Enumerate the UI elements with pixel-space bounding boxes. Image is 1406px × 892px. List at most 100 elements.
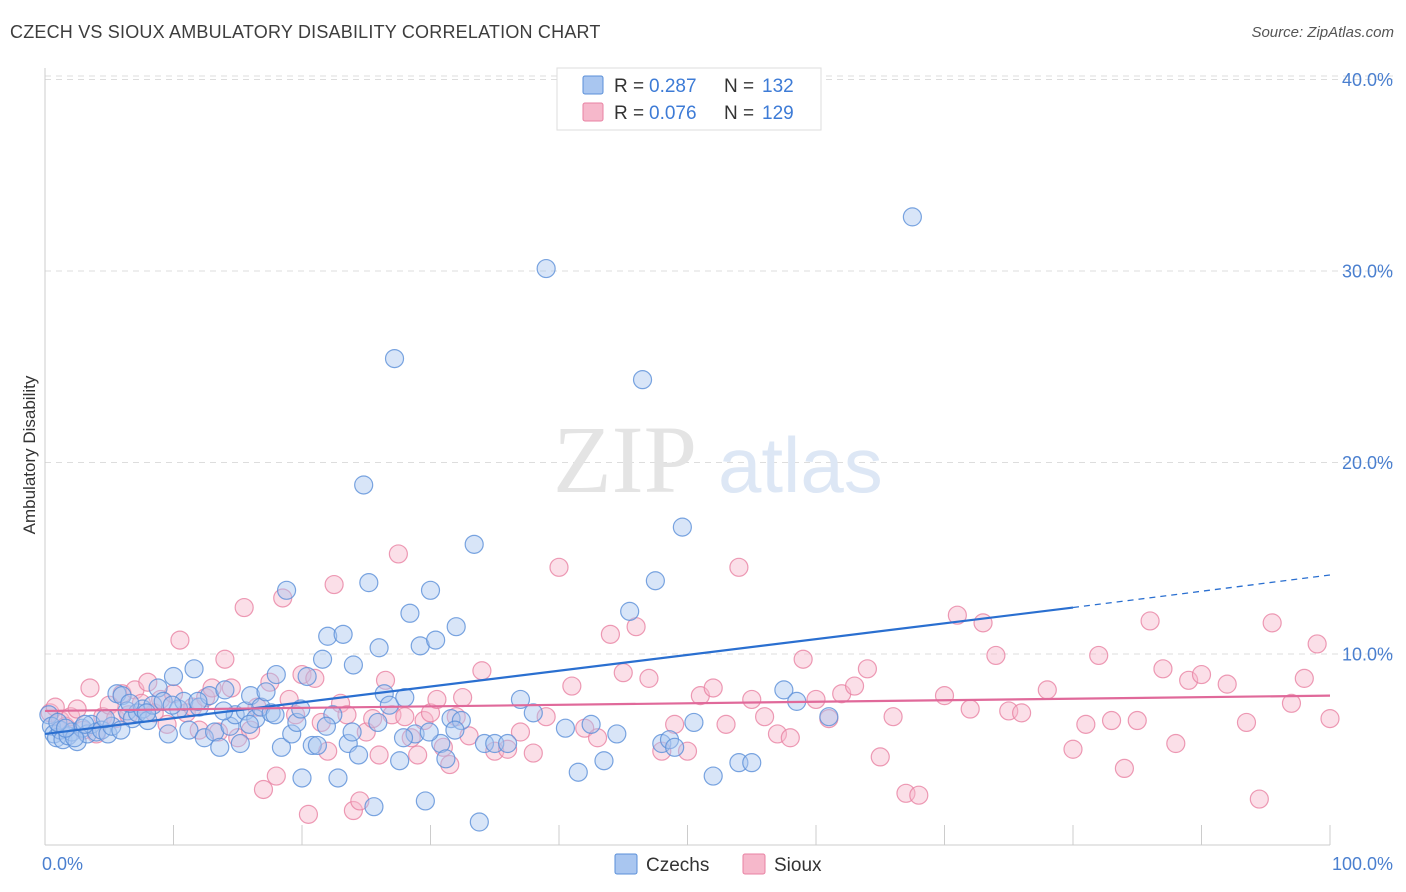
czechs-point	[120, 693, 140, 713]
sioux-point	[67, 699, 87, 719]
czechs-point	[568, 762, 588, 782]
czechs-point	[607, 724, 627, 744]
y-tick-label: 20.0%	[1342, 453, 1393, 473]
y-tick-labels: 10.0% 20.0% 30.0% 40.0%	[1342, 70, 1393, 665]
czechs-point	[230, 733, 250, 754]
trend-line-sioux	[44, 694, 1331, 713]
sioux-point	[1153, 659, 1173, 679]
bottom-legend-swatch-sioux	[742, 853, 766, 875]
czechs-point	[359, 573, 379, 593]
sioux-point	[947, 605, 967, 625]
czechs-point	[333, 624, 353, 644]
chart-title: CZECH VS SIOUX AMBULATORY DISABILITY COR…	[10, 22, 601, 42]
czechs-point	[419, 722, 439, 742]
sioux-point	[973, 613, 993, 633]
czechs-point	[436, 749, 456, 769]
bottom-legend-swatch-czechs	[614, 853, 638, 875]
sioux-point	[1101, 710, 1122, 731]
czechs-point	[316, 716, 337, 736]
sioux-point	[677, 741, 698, 761]
legend-n-value-czechs: 132	[762, 76, 794, 97]
czechs-point	[523, 703, 543, 723]
sioux-point	[844, 676, 865, 696]
source-label: Source: ZipAtlas.com	[1251, 24, 1394, 41]
correlation-legend: R = 0.287 N = 132 R = 0.076 N = 129	[556, 67, 822, 131]
sioux-point	[510, 722, 531, 742]
sioux-point	[266, 766, 286, 786]
watermark-zip: ZIP	[553, 406, 697, 513]
sioux-point	[1166, 733, 1186, 754]
czechs-point	[384, 348, 405, 369]
sioux-point	[215, 649, 235, 669]
czechs-point	[239, 714, 259, 734]
czechs-point	[405, 724, 425, 744]
czechs-point	[451, 710, 471, 731]
sioux-point	[1307, 634, 1327, 654]
czechs-point	[390, 751, 410, 771]
czechs-point	[594, 751, 614, 771]
czechs-point	[393, 728, 414, 748]
sioux-point	[253, 779, 274, 800]
sioux-point	[305, 668, 325, 688]
czechs-point	[703, 766, 723, 786]
czechs-point	[354, 475, 374, 495]
x-tick-labels: 0.0% 100.0%	[42, 854, 1393, 874]
czechs-point	[645, 571, 665, 591]
czechs-point	[672, 517, 692, 537]
sioux-point	[427, 689, 447, 710]
legend-r-label-sioux: R =	[614, 103, 644, 124]
czechs-point	[446, 617, 466, 637]
czechs-point	[266, 664, 286, 685]
grid-lines	[45, 75, 1393, 655]
legend-r-value-sioux: 0.076	[649, 103, 697, 124]
sioux-point	[414, 710, 434, 731]
watermark-atlas: atlas	[718, 421, 883, 509]
sioux-point	[1191, 664, 1212, 685]
czechs-point	[632, 370, 653, 390]
czechs-point	[210, 737, 230, 757]
legend-n-label-sioux: N =	[724, 103, 754, 124]
sioux-point	[562, 676, 582, 696]
sioux-point	[1262, 613, 1282, 633]
sioux-point	[138, 672, 158, 692]
czechs-point	[163, 666, 184, 687]
sioux-point	[241, 720, 261, 740]
y-tick-label: 40.0%	[1342, 70, 1393, 90]
czechs-point	[292, 768, 312, 788]
czechs-point	[312, 649, 333, 669]
sioux-point	[453, 687, 473, 708]
czechs-point	[620, 601, 640, 621]
trend-lines	[44, 574, 1331, 736]
sioux-point	[729, 557, 749, 577]
czechs-point	[464, 534, 484, 554]
sioux-point	[806, 689, 826, 710]
sioux-point	[1281, 693, 1302, 713]
sioux-point	[260, 672, 280, 692]
bottom-legend-sioux: Sioux	[774, 855, 822, 876]
sioux-point	[324, 574, 344, 595]
sioux-point	[986, 645, 1006, 666]
czechs-point	[415, 791, 435, 811]
czechs-point	[158, 724, 178, 744]
czechs-point	[379, 695, 399, 715]
czechs-point	[276, 580, 297, 600]
sioux-point	[767, 724, 788, 744]
sioux-point	[780, 728, 800, 748]
legend-n-label-czechs: N =	[724, 76, 754, 97]
czechs-point	[426, 630, 446, 650]
sioux-point	[1236, 712, 1257, 733]
czechs-point	[431, 733, 451, 754]
sioux-point	[600, 624, 621, 644]
sioux-point	[395, 707, 415, 727]
czechs-point	[188, 691, 208, 711]
sioux-point	[960, 699, 980, 719]
sioux-point	[754, 707, 775, 727]
sioux-point	[1037, 680, 1057, 700]
sioux-point	[1249, 789, 1269, 809]
sioux-point	[613, 663, 633, 683]
sioux-point	[80, 678, 100, 698]
sioux-point	[1089, 645, 1109, 666]
czechs-point	[342, 722, 362, 742]
sioux-point	[1320, 709, 1340, 729]
watermark: ZIP atlas	[553, 406, 883, 513]
